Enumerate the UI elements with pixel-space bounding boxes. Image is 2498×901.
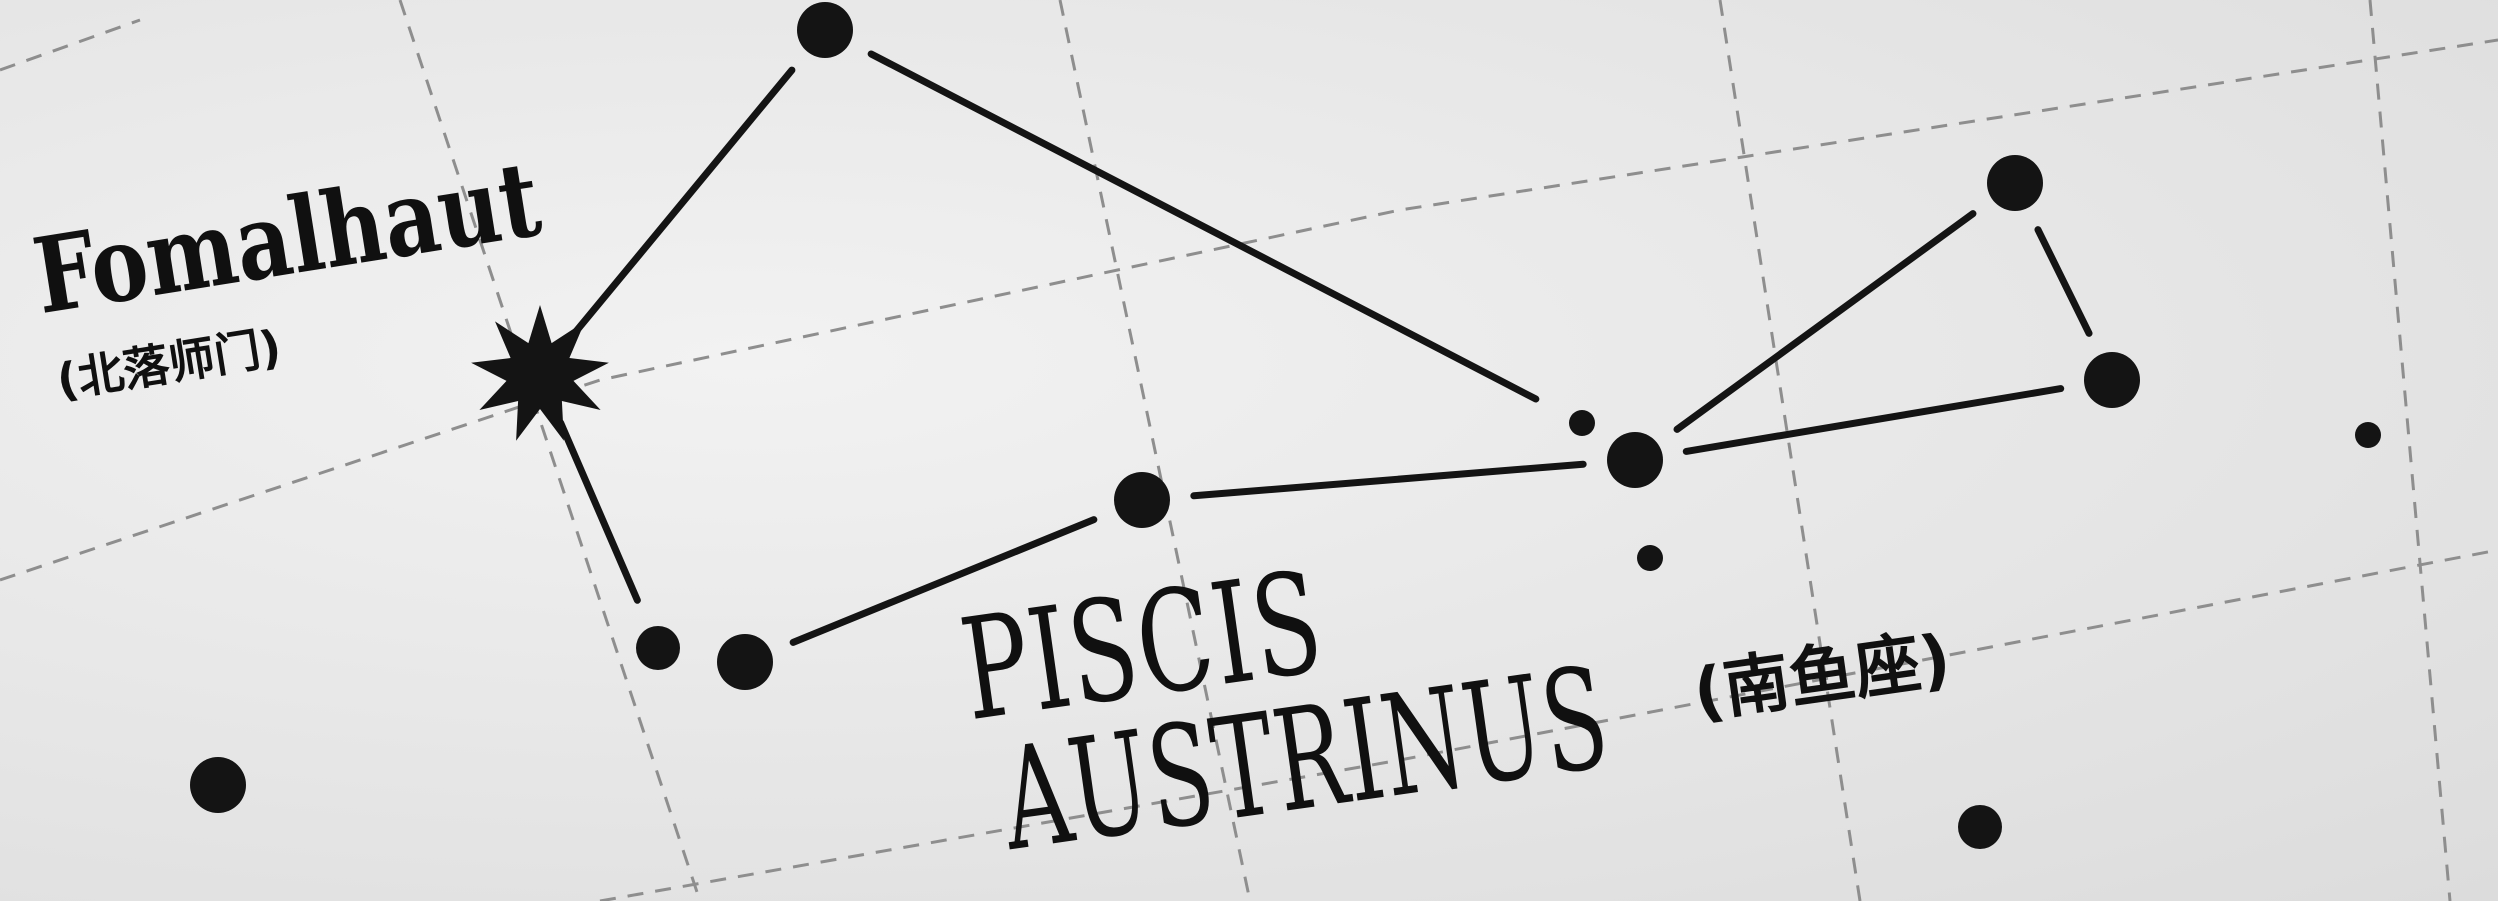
- constellation-line: [1673, 210, 1977, 433]
- star-left-lower-b: [717, 634, 773, 690]
- stars: [190, 2, 2381, 849]
- star-left-lower-a: [636, 626, 680, 670]
- constellation-line: [867, 50, 1540, 403]
- grid-dec-line: [0, 38, 2498, 582]
- grid-ra-line: [398, 0, 702, 901]
- constellation-lines: [557, 50, 2093, 646]
- constellation-line: [1682, 385, 2065, 455]
- star-right-top: [1987, 155, 2043, 211]
- star-far-right: [2355, 422, 2381, 448]
- star-mid: [1114, 472, 1170, 528]
- constellation-line: [2034, 226, 2093, 337]
- grid-ra-line: [1718, 0, 1862, 901]
- grid-ra-line: [1058, 0, 1252, 901]
- star-center: [1607, 432, 1663, 488]
- constellation-line: [1190, 460, 1587, 500]
- fomalhaut-star-icon: [471, 305, 609, 441]
- constellation-line: [557, 419, 641, 604]
- star-top: [797, 2, 853, 58]
- star-right-tip: [2084, 352, 2140, 408]
- grid-dec-line: [599, 548, 2498, 901]
- grid-ra-line: [2368, 0, 2452, 901]
- star-small-2: [1637, 545, 1663, 571]
- star-bottom-right: [1958, 805, 2002, 849]
- grid-dec-line: [0, 18, 141, 72]
- constellation-line: [569, 66, 796, 339]
- constellation-line: [789, 516, 1098, 646]
- star-small-1: [1569, 410, 1595, 436]
- star-bottom-left: [190, 757, 246, 813]
